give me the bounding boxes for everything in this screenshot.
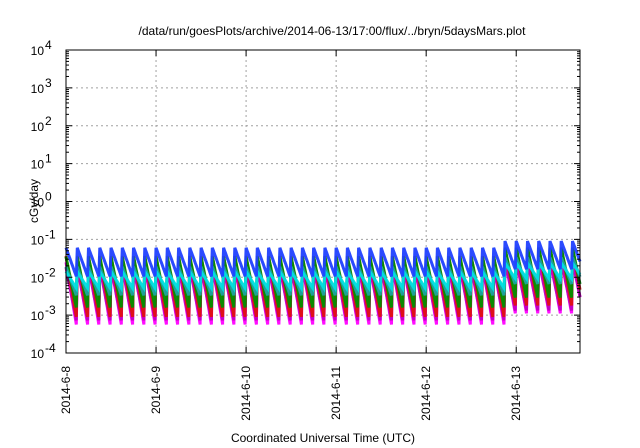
y-tick-exponent: -2 <box>45 265 56 279</box>
x-tick-label: 2014-6-10 <box>239 366 253 421</box>
y-tick-label: 10 <box>31 347 45 361</box>
chart-title: /data/run/goesPlots/archive/2014-06-13/1… <box>139 24 527 38</box>
y-tick-exponent: -1 <box>45 227 56 241</box>
x-tick-label: 2014-6-11 <box>329 366 343 420</box>
y-tick-exponent: -4 <box>45 341 56 355</box>
y-tick-label: 10 <box>31 44 45 58</box>
x-tick-label: 2014-6-13 <box>509 366 523 421</box>
plot-frame <box>65 49 581 354</box>
y-tick-label: 10 <box>31 158 45 172</box>
x-tick-label: 2014-6-9 <box>149 366 163 414</box>
y-tick-label: 10 <box>31 233 45 247</box>
y-tick-exponent: 2 <box>45 114 52 128</box>
x-tick-label: 2014-6-12 <box>419 366 433 421</box>
y-tick-label: 10 <box>31 196 45 210</box>
x-tick-label: 2014-6-8 <box>59 366 73 414</box>
x-axis-label: Coordinated Universal Time (UTC) <box>231 431 415 445</box>
y-tick-label: 10 <box>31 309 45 323</box>
y-tick-exponent: -3 <box>45 303 56 317</box>
y-tick-label: 10 <box>31 271 45 285</box>
y-tick-exponent: 0 <box>45 190 52 204</box>
y-tick-exponent: 4 <box>45 38 52 52</box>
x-tick-labels: 2014-6-8 2014-6-9 2014-6-10 2014-6-11 2014-6… <box>59 366 523 421</box>
y-tick-exponent: 1 <box>45 152 52 166</box>
y-tick-label: 10 <box>31 82 45 96</box>
y-tick-label: 10 <box>31 120 45 134</box>
series-layer <box>64 240 582 325</box>
y-axis-label: cGy/day <box>27 179 41 223</box>
series-line <box>64 240 582 277</box>
y-tick-exponent: 3 <box>45 76 52 90</box>
